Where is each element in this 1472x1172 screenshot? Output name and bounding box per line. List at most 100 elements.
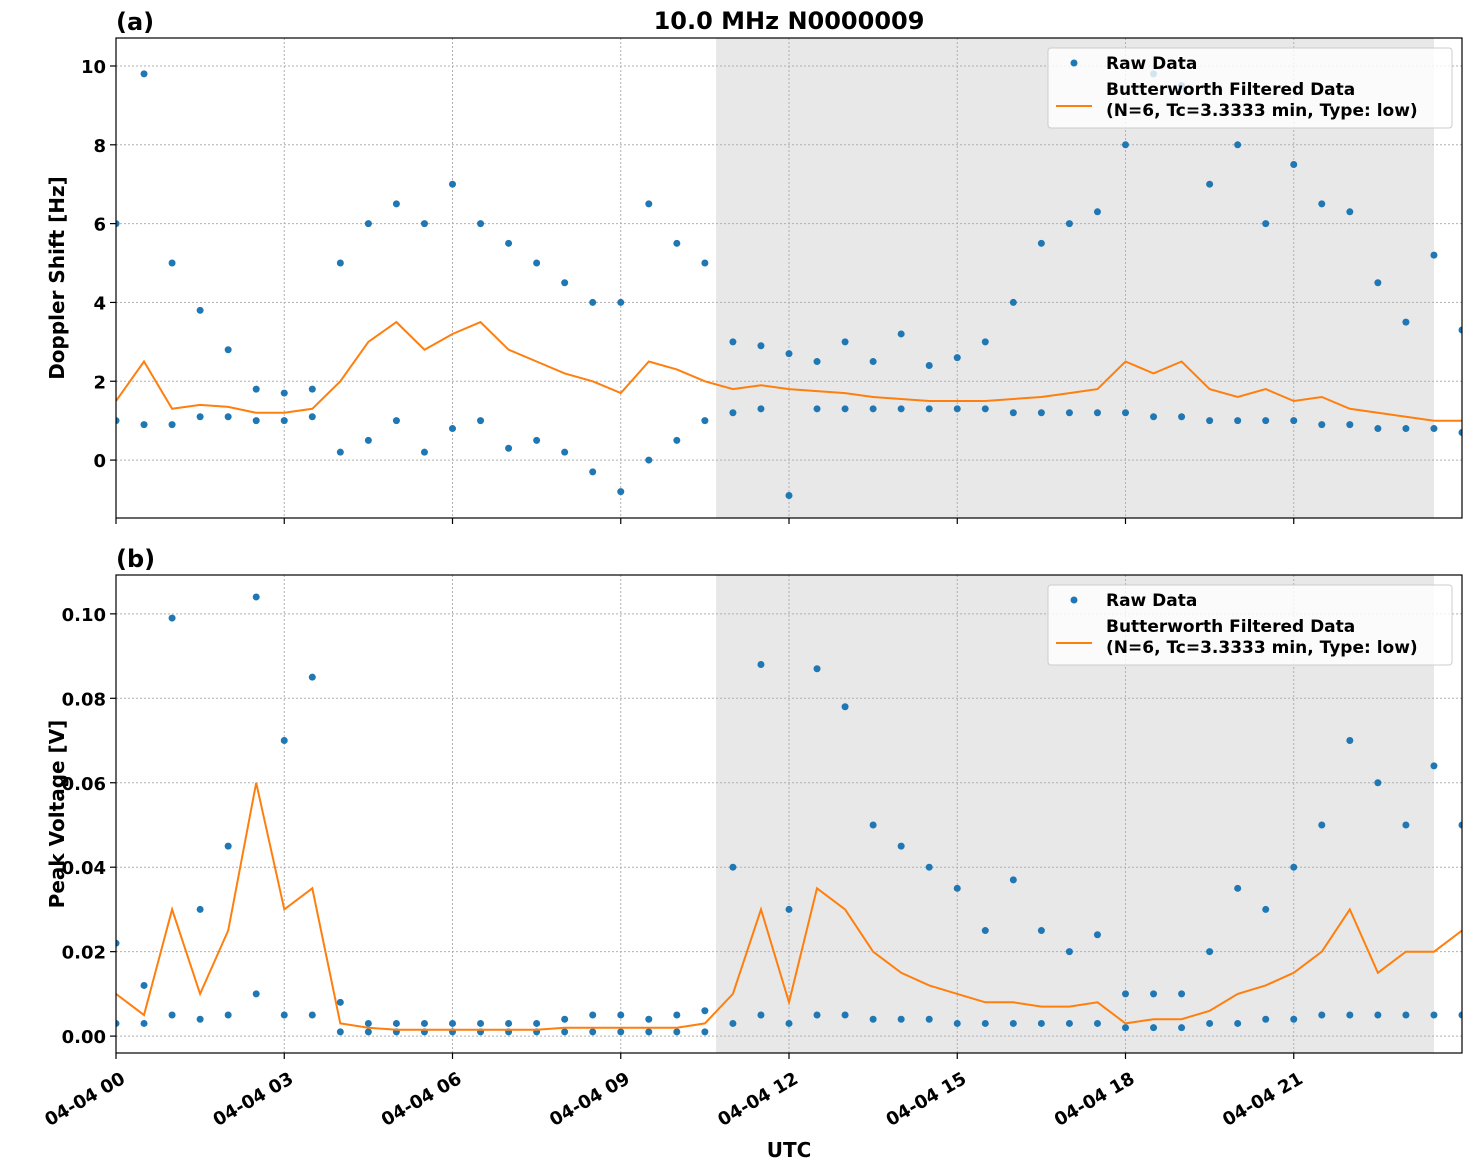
legend-label: Raw Data — [1106, 54, 1197, 74]
raw-point — [1458, 326, 1462, 334]
raw-point — [1122, 141, 1129, 149]
x-tick-label: 04-04 21 — [1219, 1068, 1306, 1131]
raw-point — [869, 358, 877, 366]
raw-point — [1178, 990, 1186, 998]
raw-point — [1065, 220, 1073, 228]
raw-point — [196, 905, 204, 913]
raw-point — [1093, 208, 1101, 216]
raw-point — [589, 298, 597, 306]
raw-point — [981, 1019, 989, 1027]
axes-frame — [115, 574, 1463, 1054]
raw-point — [869, 405, 877, 413]
raw-point — [1290, 863, 1298, 871]
raw-point — [561, 1015, 569, 1023]
raw-point — [116, 417, 120, 425]
raw-point — [1009, 876, 1017, 884]
legend-marker — [1070, 596, 1078, 604]
raw-point — [729, 338, 737, 346]
raw-point — [477, 220, 485, 228]
raw-point — [813, 358, 821, 366]
raw-point — [477, 1019, 485, 1027]
raw-point — [785, 350, 793, 358]
raw-point — [1206, 948, 1214, 956]
raw-point — [336, 448, 344, 456]
raw-point — [140, 981, 148, 989]
raw-point — [1262, 905, 1270, 913]
raw-point — [336, 1028, 344, 1036]
raw-point — [757, 1011, 765, 1019]
raw-point — [1234, 1019, 1242, 1027]
raw-point — [308, 1011, 316, 1019]
raw-point — [505, 1019, 513, 1027]
raw-point — [897, 405, 905, 413]
raw-point — [1093, 931, 1101, 939]
raw-point — [1037, 927, 1045, 935]
raw-point — [1290, 161, 1298, 169]
raw-point — [729, 409, 737, 417]
y-tick-label: 4 — [93, 293, 106, 314]
raw-point — [617, 298, 625, 306]
raw-point — [841, 1011, 849, 1019]
raw-point — [673, 436, 681, 444]
raw-point — [701, 259, 709, 267]
raw-point — [1009, 298, 1017, 306]
raw-point — [953, 405, 961, 413]
raw-point — [981, 405, 989, 413]
raw-point — [645, 1015, 653, 1023]
y-tick-label: 6 — [93, 215, 106, 236]
raw-point — [252, 593, 260, 601]
raw-point — [505, 239, 513, 247]
raw-point — [1458, 428, 1462, 436]
legend-label: Butterworth Filtered Data — [1106, 80, 1355, 100]
raw-point — [1122, 1024, 1129, 1032]
raw-point — [140, 70, 148, 78]
x-tick-label: 04-04 15 — [883, 1068, 970, 1131]
x-tick-label: 04-04 03 — [210, 1068, 297, 1131]
raw-point — [364, 220, 372, 228]
raw-point — [449, 1019, 456, 1027]
legend-note: (N=6, Tc=3.3333 min, Type: low) — [1106, 638, 1418, 658]
raw-point — [1093, 409, 1101, 417]
raw-point — [617, 488, 625, 496]
raw-point — [645, 200, 653, 208]
raw-point — [449, 180, 456, 188]
raw-point — [420, 220, 428, 228]
raw-point — [1290, 417, 1298, 425]
raw-point — [841, 338, 849, 346]
raw-point — [1318, 421, 1326, 429]
raw-point — [953, 1019, 961, 1027]
raw-point — [925, 405, 933, 413]
y-tick-label: 8 — [93, 136, 106, 157]
raw-point — [925, 1015, 933, 1023]
raw-point — [280, 737, 288, 745]
y-axis-label: Doppler Shift [Hz] — [45, 176, 69, 380]
raw-point — [729, 863, 737, 871]
legend-label: Butterworth Filtered Data — [1106, 617, 1355, 637]
raw-point — [116, 1019, 120, 1027]
raw-point — [168, 259, 176, 267]
raw-point — [420, 1019, 428, 1027]
raw-point — [1318, 1011, 1326, 1019]
x-tick-label: 04-04 09 — [546, 1068, 633, 1131]
raw-point — [785, 905, 793, 913]
raw-point — [224, 842, 232, 850]
raw-point — [1262, 220, 1270, 228]
raw-point — [392, 417, 400, 425]
axes-frame — [115, 37, 1463, 519]
raw-point — [1065, 948, 1073, 956]
raw-point — [1009, 1019, 1017, 1027]
raw-point — [1346, 1011, 1354, 1019]
raw-point — [897, 1015, 905, 1023]
raw-point — [1150, 990, 1158, 998]
raw-point — [280, 417, 288, 425]
raw-point — [533, 436, 541, 444]
raw-point — [1346, 208, 1354, 216]
plot-area — [116, 70, 1462, 500]
raw-point — [1374, 425, 1382, 433]
raw-point — [897, 330, 905, 338]
raw-point — [392, 200, 400, 208]
filtered-line — [116, 782, 1462, 1031]
raw-point — [1206, 417, 1214, 425]
raw-point — [813, 665, 821, 673]
